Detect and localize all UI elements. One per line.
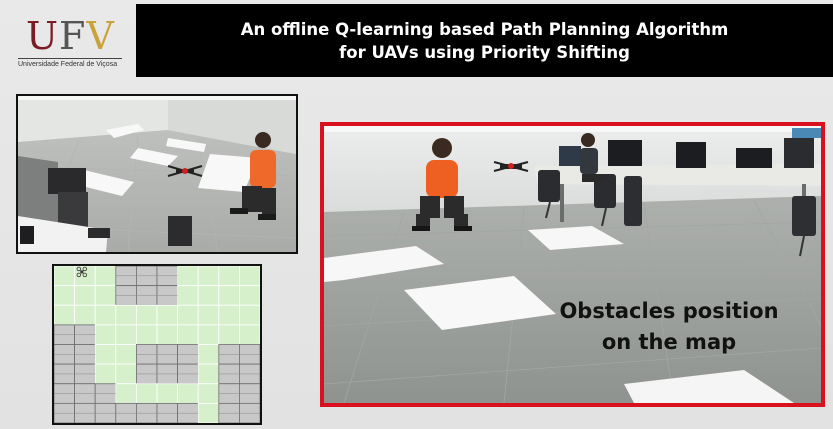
free-cell <box>94 304 117 326</box>
drone-icon <box>493 161 529 172</box>
logo-divider <box>18 58 122 59</box>
free-cell <box>94 363 117 385</box>
free-cell <box>238 266 260 287</box>
drone-icon <box>167 165 203 177</box>
lab-overview-illustration <box>18 96 296 252</box>
free-cell <box>136 324 158 345</box>
free-cell <box>218 266 240 287</box>
free-cell <box>197 324 220 345</box>
free-cell <box>197 344 220 365</box>
free-cell <box>177 285 199 306</box>
free-cell <box>238 324 260 345</box>
free-cell <box>177 304 199 326</box>
free-cell <box>156 383 179 404</box>
free-cell <box>197 304 220 326</box>
logo-wordmark: UFV <box>26 14 115 58</box>
grid-map <box>52 264 262 425</box>
title-line-2: for UAVs using Priority Shifting <box>339 42 630 62</box>
caption-line-2: on the map <box>601 330 737 354</box>
free-cell <box>115 324 137 345</box>
free-cell <box>156 324 179 345</box>
free-cell <box>218 285 240 306</box>
free-cell <box>218 304 240 326</box>
free-cell <box>74 304 96 326</box>
main-lab-photo <box>320 122 825 407</box>
free-cell <box>177 383 199 404</box>
main-lab-illustration <box>324 126 821 403</box>
free-cell <box>54 285 76 306</box>
lab-overview-photo <box>16 94 298 254</box>
free-cell <box>136 304 158 326</box>
free-cell <box>54 304 76 326</box>
grid-map-svg <box>54 266 260 423</box>
free-cell <box>177 266 199 287</box>
free-cell <box>197 363 220 385</box>
free-cell <box>94 266 117 287</box>
free-cell <box>218 324 240 345</box>
free-cell <box>115 344 137 365</box>
free-cell <box>94 344 117 365</box>
ufv-logo: UFV Universidade Federal de Viçosa <box>16 12 126 72</box>
free-cell <box>94 285 117 306</box>
free-cell <box>197 402 220 423</box>
free-cell <box>238 285 260 306</box>
free-cell <box>115 383 137 404</box>
free-cell <box>94 324 117 345</box>
free-cell <box>74 285 96 306</box>
caption-line-1: Obstacles position <box>559 299 779 323</box>
drone-icon <box>76 266 88 278</box>
free-cell <box>115 304 137 326</box>
free-cell <box>54 266 76 287</box>
free-cell <box>156 304 179 326</box>
free-cell <box>197 266 220 287</box>
free-cell <box>177 324 199 345</box>
logo-subtitle: Universidade Federal de Viçosa <box>18 61 118 68</box>
title-banner: An offline Q-learning based Path Plannin… <box>136 4 833 77</box>
free-cell <box>115 363 137 385</box>
obstacles-caption: Obstacles position on the map <box>524 296 814 358</box>
free-cell <box>136 383 158 404</box>
free-cell <box>238 304 260 326</box>
free-cell <box>197 383 220 404</box>
free-cell <box>197 285 220 306</box>
title-line-1: An offline Q-learning based Path Plannin… <box>240 19 729 39</box>
